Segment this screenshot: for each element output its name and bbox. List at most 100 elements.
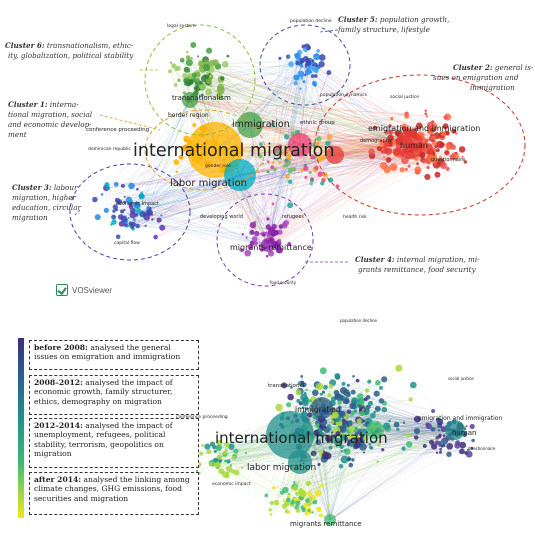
network-node [388, 419, 391, 423]
network-node [276, 247, 283, 254]
network-node [363, 436, 368, 440]
network-node [404, 167, 408, 171]
network-node [425, 423, 432, 430]
network-node [327, 393, 332, 398]
network-node [320, 181, 325, 186]
network-node [436, 140, 444, 149]
network-edge [296, 466, 331, 521]
network-edge [138, 91, 209, 212]
network-edge [295, 427, 462, 491]
network-node [142, 213, 146, 217]
hub-node [237, 112, 263, 138]
network-edge [374, 429, 435, 447]
network-node [442, 123, 449, 130]
network-node [214, 462, 221, 469]
network-node [370, 440, 374, 444]
network-edge [271, 147, 309, 239]
network-edge [289, 150, 398, 244]
network-edge [202, 61, 299, 87]
network-node [304, 512, 308, 516]
network-node [120, 209, 125, 214]
label-population-decline: population decline [290, 18, 332, 24]
network-node [244, 452, 248, 455]
network-node [305, 408, 308, 411]
network-node [182, 91, 186, 95]
network-edge [120, 153, 397, 218]
network-node [319, 367, 327, 375]
network-node [287, 202, 294, 209]
network-node [285, 497, 291, 503]
network-edge [126, 225, 274, 236]
hub-node [224, 159, 256, 191]
network-node [104, 182, 110, 188]
network-edge [236, 472, 331, 521]
network-edge [189, 74, 306, 101]
time-color-scale [18, 338, 24, 518]
network-node [379, 385, 383, 390]
network-node [175, 170, 178, 174]
network-edge [380, 430, 440, 436]
network-node [308, 170, 312, 174]
network-edge [235, 148, 336, 156]
network-edge [321, 407, 450, 424]
label-legal-system: legal system [167, 23, 196, 29]
network-edge [314, 68, 392, 119]
network-edge [119, 79, 222, 203]
network-node [341, 381, 346, 386]
network-edge [127, 153, 411, 227]
network-node [204, 443, 211, 450]
network-node [180, 147, 184, 151]
network-node [317, 463, 321, 466]
network-node [426, 154, 435, 163]
network-edge [192, 78, 415, 148]
hub-node [324, 514, 336, 526]
hub-node [182, 92, 198, 108]
network-node [343, 436, 349, 442]
network-node [213, 449, 217, 453]
network-edge [270, 399, 365, 515]
overlay-label-population-decline: population decline [340, 318, 378, 323]
network-node [353, 409, 358, 413]
hub-node [396, 131, 424, 159]
network-node [335, 184, 340, 189]
network-node [416, 122, 423, 130]
network-edge [128, 217, 269, 246]
network-node [187, 79, 194, 86]
network-node [267, 229, 273, 235]
network-node [300, 65, 304, 68]
network-node [424, 173, 431, 180]
network-edge [131, 144, 411, 228]
network-node [414, 435, 419, 440]
hub-node [311, 397, 333, 419]
network-edge [329, 437, 343, 521]
label-conference-proceeding: conference proceeding [86, 127, 149, 133]
network-edge [210, 69, 301, 146]
network-node [271, 202, 275, 206]
network-edge [321, 407, 418, 420]
network-node [305, 498, 310, 503]
network-node [349, 402, 356, 410]
network-edge [229, 424, 460, 470]
network-node [294, 52, 301, 60]
network-edge [288, 424, 460, 501]
network-edge [162, 144, 443, 228]
overlay-nodes [193, 364, 475, 526]
network-edge [227, 55, 418, 130]
cluster-4-title: Cluster 4: internal migration, mi- grant… [355, 255, 482, 274]
network-edge [249, 56, 290, 126]
network-node [401, 126, 407, 131]
network-edge [201, 63, 411, 146]
network-edge [239, 159, 429, 176]
cluster-1-title: Cluster 1: interna- tional migration, so… [8, 100, 94, 139]
network-edge [332, 382, 377, 394]
network-edge [329, 420, 439, 521]
network-node [307, 509, 311, 513]
network-node [199, 451, 204, 456]
network-node [132, 218, 136, 222]
network-node [312, 81, 315, 84]
network-edge [125, 154, 336, 225]
hub-node [445, 420, 465, 440]
network-edge [329, 449, 383, 521]
network-node [314, 489, 322, 497]
network-edge [299, 72, 330, 146]
